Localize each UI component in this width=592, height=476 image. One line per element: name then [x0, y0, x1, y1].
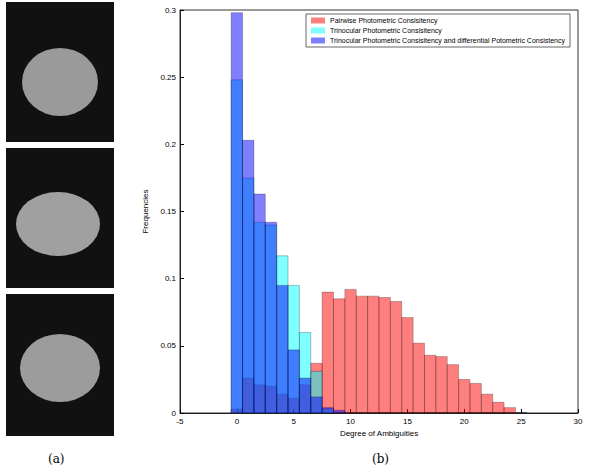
svg-text:0.3: 0.3 — [165, 6, 177, 15]
svg-text:0: 0 — [171, 408, 176, 418]
svg-text:Trinocular Photometric Consisi: Trinocular Photometric Consisitency and … — [330, 37, 565, 45]
svg-text:0: 0 — [235, 417, 240, 426]
svg-text:0.15: 0.15 — [160, 207, 176, 216]
svg-text:20: 20 — [460, 417, 469, 426]
svg-text:-5: -5 — [176, 417, 184, 426]
svg-text:15: 15 — [403, 417, 412, 426]
svg-text:Degree of Ambiguities: Degree of Ambiguities — [340, 429, 418, 438]
svg-text:Trinocular Photometric Consisi: Trinocular Photometric Consisitency — [330, 27, 442, 35]
svg-text:0.2: 0.2 — [165, 140, 177, 149]
svg-text:25: 25 — [517, 417, 526, 426]
html-text:(a): (a) — [48, 452, 65, 466]
svg-text:Frequencies: Frequencies — [141, 189, 150, 233]
svg-text:0.1: 0.1 — [165, 274, 177, 283]
svg-text:0.05: 0.05 — [160, 341, 176, 350]
html-text:(b): (b) — [372, 452, 389, 466]
svg-text:5: 5 — [291, 417, 296, 426]
svg-text:30: 30 — [574, 417, 583, 426]
svg-text:Pairwise Photometric Consisite: Pairwise Photometric Consisitency — [330, 17, 438, 25]
svg-text:0.25: 0.25 — [160, 73, 176, 82]
svg-text:10: 10 — [346, 417, 355, 426]
